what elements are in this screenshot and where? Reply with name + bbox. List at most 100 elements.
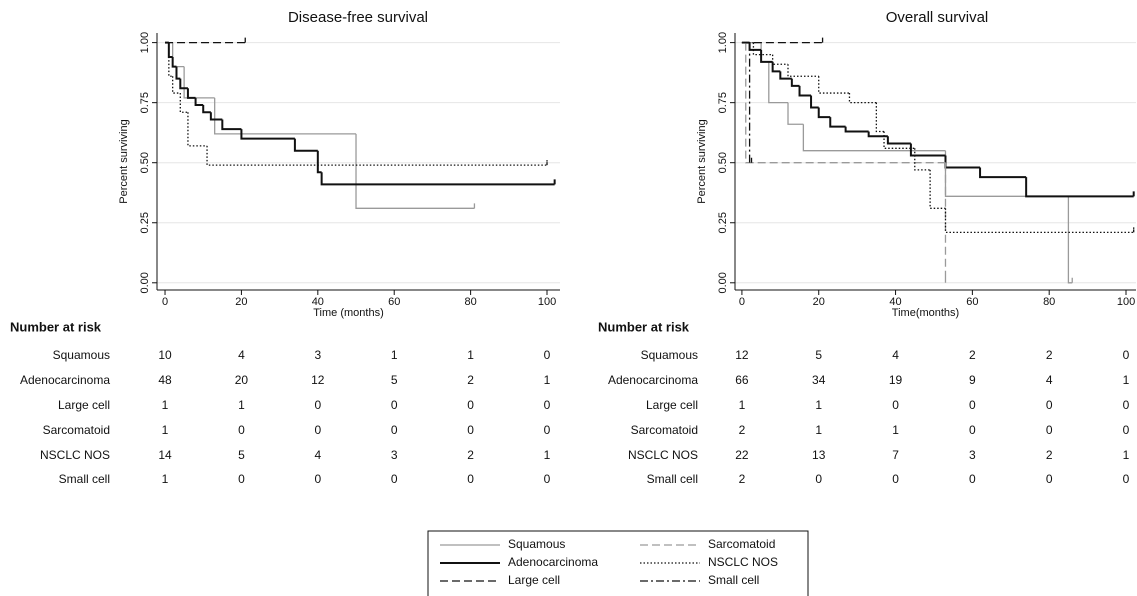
survival-step xyxy=(183,66,215,99)
y-axis-label: Percent surviving xyxy=(118,119,130,203)
risk-row-name: Squamous xyxy=(53,348,110,362)
risk-count: 1 xyxy=(162,423,169,437)
risk-count: 0 xyxy=(544,398,551,412)
risk-count: 0 xyxy=(1123,472,1130,486)
survival-step xyxy=(1025,177,1134,198)
risk-count: 1 xyxy=(892,423,899,437)
x-tick-label: 100 xyxy=(538,296,556,308)
survival-step xyxy=(771,61,781,73)
survival-step xyxy=(929,169,946,209)
risk-row-name: Large cell xyxy=(646,398,698,412)
survival-step xyxy=(944,150,1069,197)
chart-title: Overall survival xyxy=(886,9,989,26)
risk-count: 4 xyxy=(892,348,899,362)
risk-count: 5 xyxy=(815,348,822,362)
legend-label: Small cell xyxy=(708,573,759,587)
risk-count: 9 xyxy=(969,373,976,387)
survival-step xyxy=(760,49,773,63)
survival-step xyxy=(944,155,981,169)
risk-count: 0 xyxy=(544,472,551,486)
risk-count: 0 xyxy=(544,348,551,362)
risk-count: 0 xyxy=(969,398,976,412)
risk-count: 0 xyxy=(314,423,321,437)
y-tick-label: 0.25 xyxy=(139,212,151,233)
risk-count: 1 xyxy=(815,423,822,437)
risk-count: 1 xyxy=(1123,373,1130,387)
survival-step xyxy=(293,138,318,152)
risk-count: 0 xyxy=(1046,398,1053,412)
risk-count: 20 xyxy=(235,373,249,387)
risk-count: 0 xyxy=(467,472,474,486)
risk-count: 5 xyxy=(391,373,398,387)
y-tick-label: 0.75 xyxy=(139,92,151,113)
survival-step xyxy=(240,129,295,140)
risk-count: 0 xyxy=(1123,348,1130,362)
survival-step xyxy=(320,172,555,186)
survival-step xyxy=(1067,196,1073,284)
risk-count: 2 xyxy=(739,472,746,486)
risk-count: 1 xyxy=(391,348,398,362)
survival-step xyxy=(844,126,869,133)
survival-step xyxy=(745,42,946,164)
risk-count: 0 xyxy=(892,472,899,486)
survival-step xyxy=(848,93,877,104)
legend-label: Sarcomatoid xyxy=(708,537,775,551)
x-tick-label: 0 xyxy=(739,296,745,308)
risk-count: 48 xyxy=(158,373,172,387)
risk-row-name: Adenocarcinoma xyxy=(608,373,698,387)
risk-count: 66 xyxy=(735,373,749,387)
survival-step xyxy=(171,57,177,68)
y-tick-label: 0.00 xyxy=(717,272,729,293)
risk-count: 12 xyxy=(311,373,325,387)
survival-step xyxy=(209,112,223,121)
legend-label: Large cell xyxy=(508,573,560,587)
survival-step xyxy=(179,78,188,90)
risk-row-name: Small cell xyxy=(647,472,698,486)
risk-count: 0 xyxy=(544,423,551,437)
x-tick-label: 60 xyxy=(966,296,978,308)
risk-row-name: Sarcomatoid xyxy=(43,423,110,437)
y-axis-label: Percent surviving xyxy=(696,119,708,203)
y-tick-label: 0.00 xyxy=(139,272,151,293)
survival-step xyxy=(787,102,804,125)
x-tick-label: 40 xyxy=(312,296,324,308)
survival-step xyxy=(818,76,850,94)
risk-row-name: NSCLC NOS xyxy=(628,448,698,462)
risk-count: 0 xyxy=(314,472,321,486)
x-tick-label: 20 xyxy=(813,296,825,308)
risk-table-title: Number at risk xyxy=(598,319,690,334)
risk-row-name: Squamous xyxy=(641,348,698,362)
survival-step xyxy=(172,42,185,68)
risk-count: 1 xyxy=(238,398,245,412)
risk-count: 0 xyxy=(1046,423,1053,437)
x-tick-label: 20 xyxy=(235,296,247,308)
survival-step xyxy=(944,208,1134,234)
legend-label: NSCLC NOS xyxy=(708,555,778,569)
risk-count: 13 xyxy=(812,448,826,462)
risk-row-name: Large cell xyxy=(58,398,110,412)
risk-count: 0 xyxy=(1046,472,1053,486)
survival-step xyxy=(194,97,204,107)
risk-count: 19 xyxy=(889,373,903,387)
y-tick-label: 1.00 xyxy=(139,32,151,53)
survival-step xyxy=(214,97,357,135)
risk-count: 2 xyxy=(739,423,746,437)
x-axis-label: Time(months) xyxy=(892,307,959,319)
survival-step xyxy=(355,133,475,209)
risk-count: 0 xyxy=(969,423,976,437)
survival-step xyxy=(771,54,789,65)
risk-count: 0 xyxy=(467,423,474,437)
survival-step xyxy=(802,124,946,152)
survival-step xyxy=(168,42,173,77)
risk-count: 3 xyxy=(969,448,976,462)
survival-step xyxy=(752,42,773,56)
risk-count: 1 xyxy=(739,398,746,412)
survival-step xyxy=(790,78,800,87)
survival-step xyxy=(867,131,888,138)
risk-count: 34 xyxy=(812,373,826,387)
risk-count: 0 xyxy=(467,398,474,412)
x-axis-label: Time (months) xyxy=(313,307,384,319)
y-tick-label: 0.50 xyxy=(717,152,729,173)
